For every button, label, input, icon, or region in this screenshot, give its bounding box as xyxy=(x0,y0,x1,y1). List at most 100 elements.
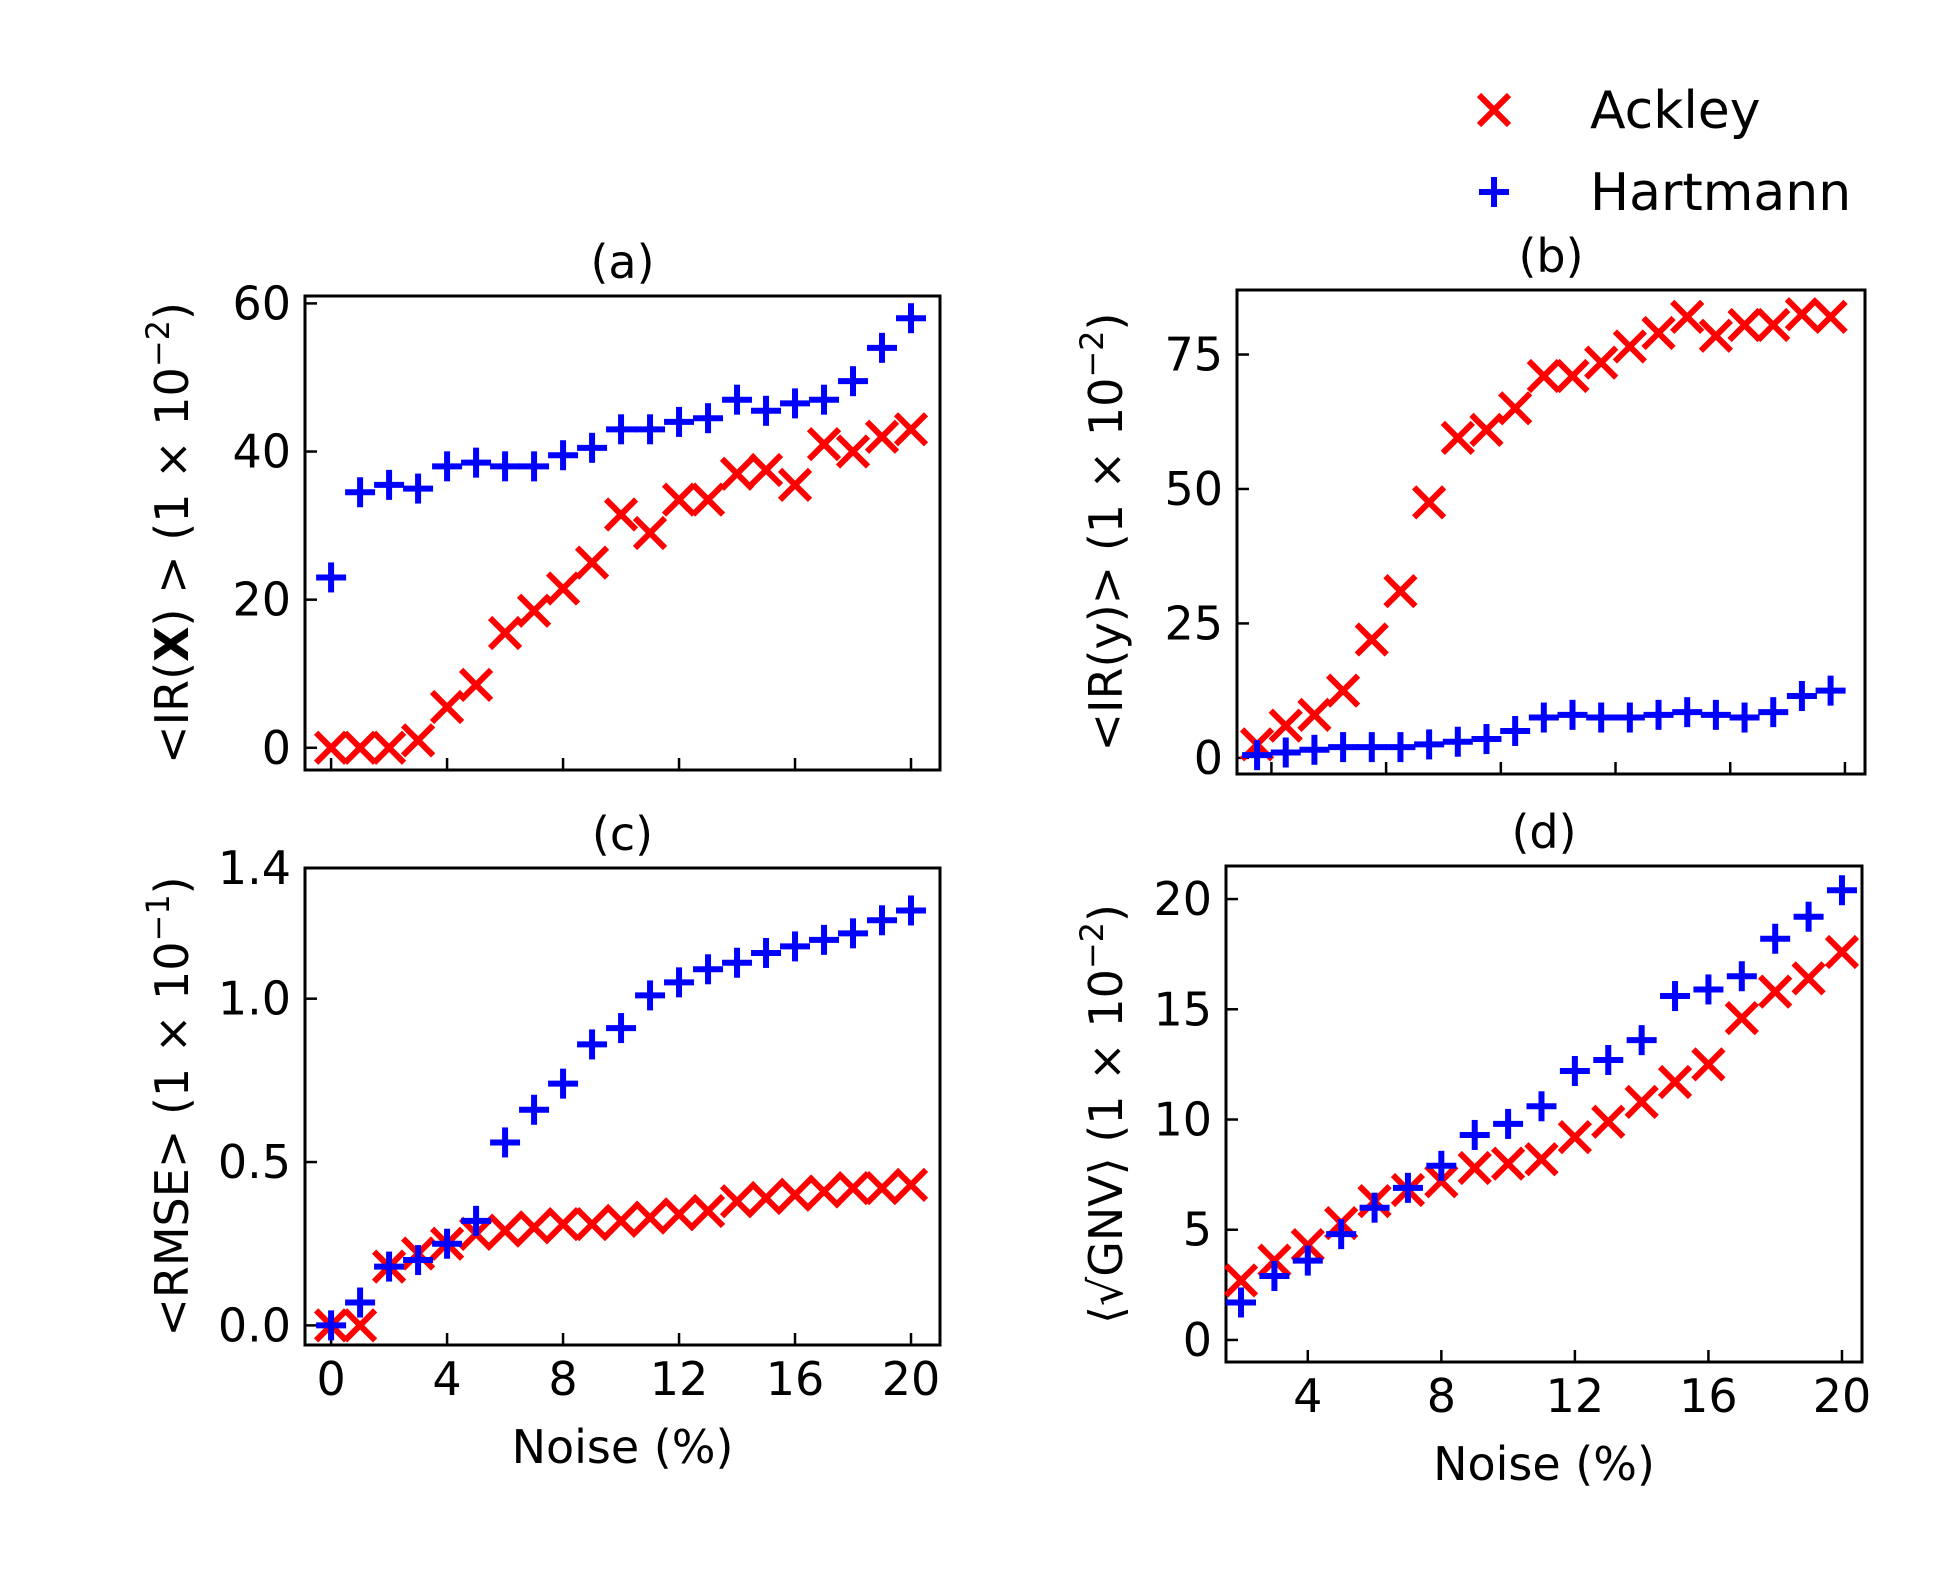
point-hartmann-d xyxy=(1459,1119,1490,1150)
series-hartmann-a xyxy=(316,303,927,593)
point-hartmann-b xyxy=(1242,740,1273,771)
axes-frame-c xyxy=(303,866,942,1347)
x-tick-label-c: 0 xyxy=(316,1352,345,1406)
x-tick-label-c: 4 xyxy=(432,1352,461,1406)
y-axis-label-c: <RMSE> (1 × 10−1) xyxy=(139,876,199,1336)
point-hartmann-c xyxy=(635,980,666,1011)
x-tick-label-d: 12 xyxy=(1546,1369,1605,1423)
point-hartmann-a xyxy=(635,414,666,445)
point-ackley-c xyxy=(342,1308,378,1343)
point-ackley-b xyxy=(1412,485,1447,520)
point-ackley-b xyxy=(1469,412,1504,447)
point-ackley-b xyxy=(1584,345,1619,380)
point-hartmann-a xyxy=(461,447,492,478)
point-ackley-b xyxy=(1268,708,1303,743)
point-hartmann-a xyxy=(490,451,521,482)
point-hartmann-a xyxy=(780,388,811,419)
point-hartmann-b xyxy=(1672,697,1703,728)
point-hartmann-a xyxy=(809,384,840,415)
point-hartmann-d xyxy=(1426,1150,1457,1181)
y-axis-label-part: <IR(y)> (1 × 10 xyxy=(1079,378,1133,752)
y-tick-label-d: 20 xyxy=(1153,872,1212,926)
y-tick-label-c: 1.0 xyxy=(218,972,291,1026)
point-ackley-d xyxy=(1457,1150,1492,1186)
point-ackley-d xyxy=(1691,1047,1726,1082)
point-hartmann-b xyxy=(1786,681,1817,712)
point-hartmann-c xyxy=(461,1205,492,1236)
point-hartmann-d xyxy=(1493,1108,1524,1139)
legend-marker-hartmann xyxy=(1479,177,1509,207)
point-ackley-a xyxy=(516,593,552,628)
point-ackley-c xyxy=(864,1171,900,1206)
point-hartmann-c xyxy=(896,895,927,926)
point-hartmann-b xyxy=(1385,732,1416,763)
point-hartmann-d xyxy=(1559,1056,1590,1087)
point-hartmann-a xyxy=(345,477,376,508)
point-ackley-c xyxy=(516,1210,552,1245)
point-hartmann-d xyxy=(1292,1245,1323,1276)
y-axis-label-part: −2 xyxy=(1073,922,1111,969)
point-hartmann-b xyxy=(1270,737,1301,768)
point-ackley-d xyxy=(1791,961,1826,996)
point-ackley-c xyxy=(487,1213,523,1248)
point-hartmann-a xyxy=(722,384,753,415)
point-hartmann-b xyxy=(1442,726,1473,757)
x-axis-label-d: Noise (%) xyxy=(1433,1437,1655,1491)
legend: Ackley Hartmann xyxy=(1476,81,1851,223)
panel-a: (a) 0 20 40 60 <IR(X) > (1 × 10−2) xyxy=(139,235,942,775)
y-tick-label-a: 60 xyxy=(232,276,291,330)
point-hartmann-d xyxy=(1226,1287,1257,1318)
legend-label-ackley: Ackley xyxy=(1590,81,1761,141)
point-ackley-a xyxy=(574,545,610,580)
point-hartmann-a xyxy=(606,414,637,445)
point-ackley-a xyxy=(545,571,581,606)
point-hartmann-c xyxy=(345,1287,376,1318)
point-ackley-b xyxy=(1612,329,1647,364)
point-ackley-a xyxy=(835,434,871,469)
point-hartmann-b xyxy=(1299,734,1330,765)
x-tick-label-d: 8 xyxy=(1427,1369,1456,1423)
point-hartmann-c xyxy=(548,1068,579,1099)
x-tick-label-d: 16 xyxy=(1679,1369,1738,1423)
point-hartmann-b xyxy=(1643,699,1674,730)
point-ackley-c xyxy=(777,1177,813,1212)
point-hartmann-c xyxy=(722,947,753,978)
point-hartmann-a xyxy=(751,395,782,426)
point-hartmann-d xyxy=(1626,1025,1657,1056)
point-hartmann-c xyxy=(606,1013,637,1044)
x-tick-label-d: 4 xyxy=(1293,1369,1322,1423)
point-ackley-d xyxy=(1591,1104,1626,1139)
point-hartmann-b xyxy=(1500,715,1531,746)
point-hartmann-c xyxy=(751,937,782,968)
point-ackley-c xyxy=(835,1171,871,1206)
y-tick-label-c: 0.5 xyxy=(218,1135,291,1189)
point-ackley-b xyxy=(1498,391,1533,426)
point-ackley-c xyxy=(893,1167,929,1203)
y-axis-label-part: −2 xyxy=(1073,330,1111,377)
axes-frame-b xyxy=(1235,288,1867,776)
series-ackley-b xyxy=(1239,297,1848,762)
point-ackley-a xyxy=(458,667,494,702)
point-ackley-a xyxy=(603,497,639,532)
point-ackley-a xyxy=(777,467,813,502)
y-axis-label-part: ⟨√GNV⟩ (1 × 10 xyxy=(1079,969,1133,1324)
point-hartmann-a xyxy=(548,440,579,471)
point-hartmann-a xyxy=(316,562,347,593)
point-ackley-c xyxy=(603,1203,639,1238)
y-tick-label-a: 40 xyxy=(232,425,291,479)
point-ackley-a xyxy=(661,482,697,517)
y-tick-label-b: 25 xyxy=(1164,596,1223,650)
point-ackley-b xyxy=(1297,697,1332,732)
point-ackley-c xyxy=(574,1206,610,1242)
series-ackley-d xyxy=(1223,934,1860,1298)
point-hartmann-d xyxy=(1359,1192,1390,1223)
point-ackley-c xyxy=(806,1174,842,1209)
y-axis-label-part: ) xyxy=(145,876,199,894)
legend-label-hartmann: Hartmann xyxy=(1590,163,1851,223)
point-ackley-a xyxy=(748,452,784,488)
point-ackley-b xyxy=(1727,307,1762,343)
point-hartmann-a xyxy=(838,366,869,397)
series-hartmann-c xyxy=(316,895,927,1341)
point-ackley-d xyxy=(1223,1263,1259,1298)
series-hartmann-d xyxy=(1226,875,1857,1318)
